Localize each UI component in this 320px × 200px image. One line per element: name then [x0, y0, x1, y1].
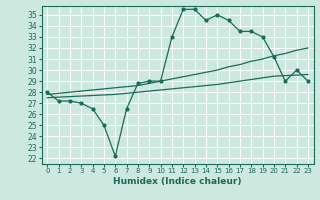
- X-axis label: Humidex (Indice chaleur): Humidex (Indice chaleur): [113, 177, 242, 186]
